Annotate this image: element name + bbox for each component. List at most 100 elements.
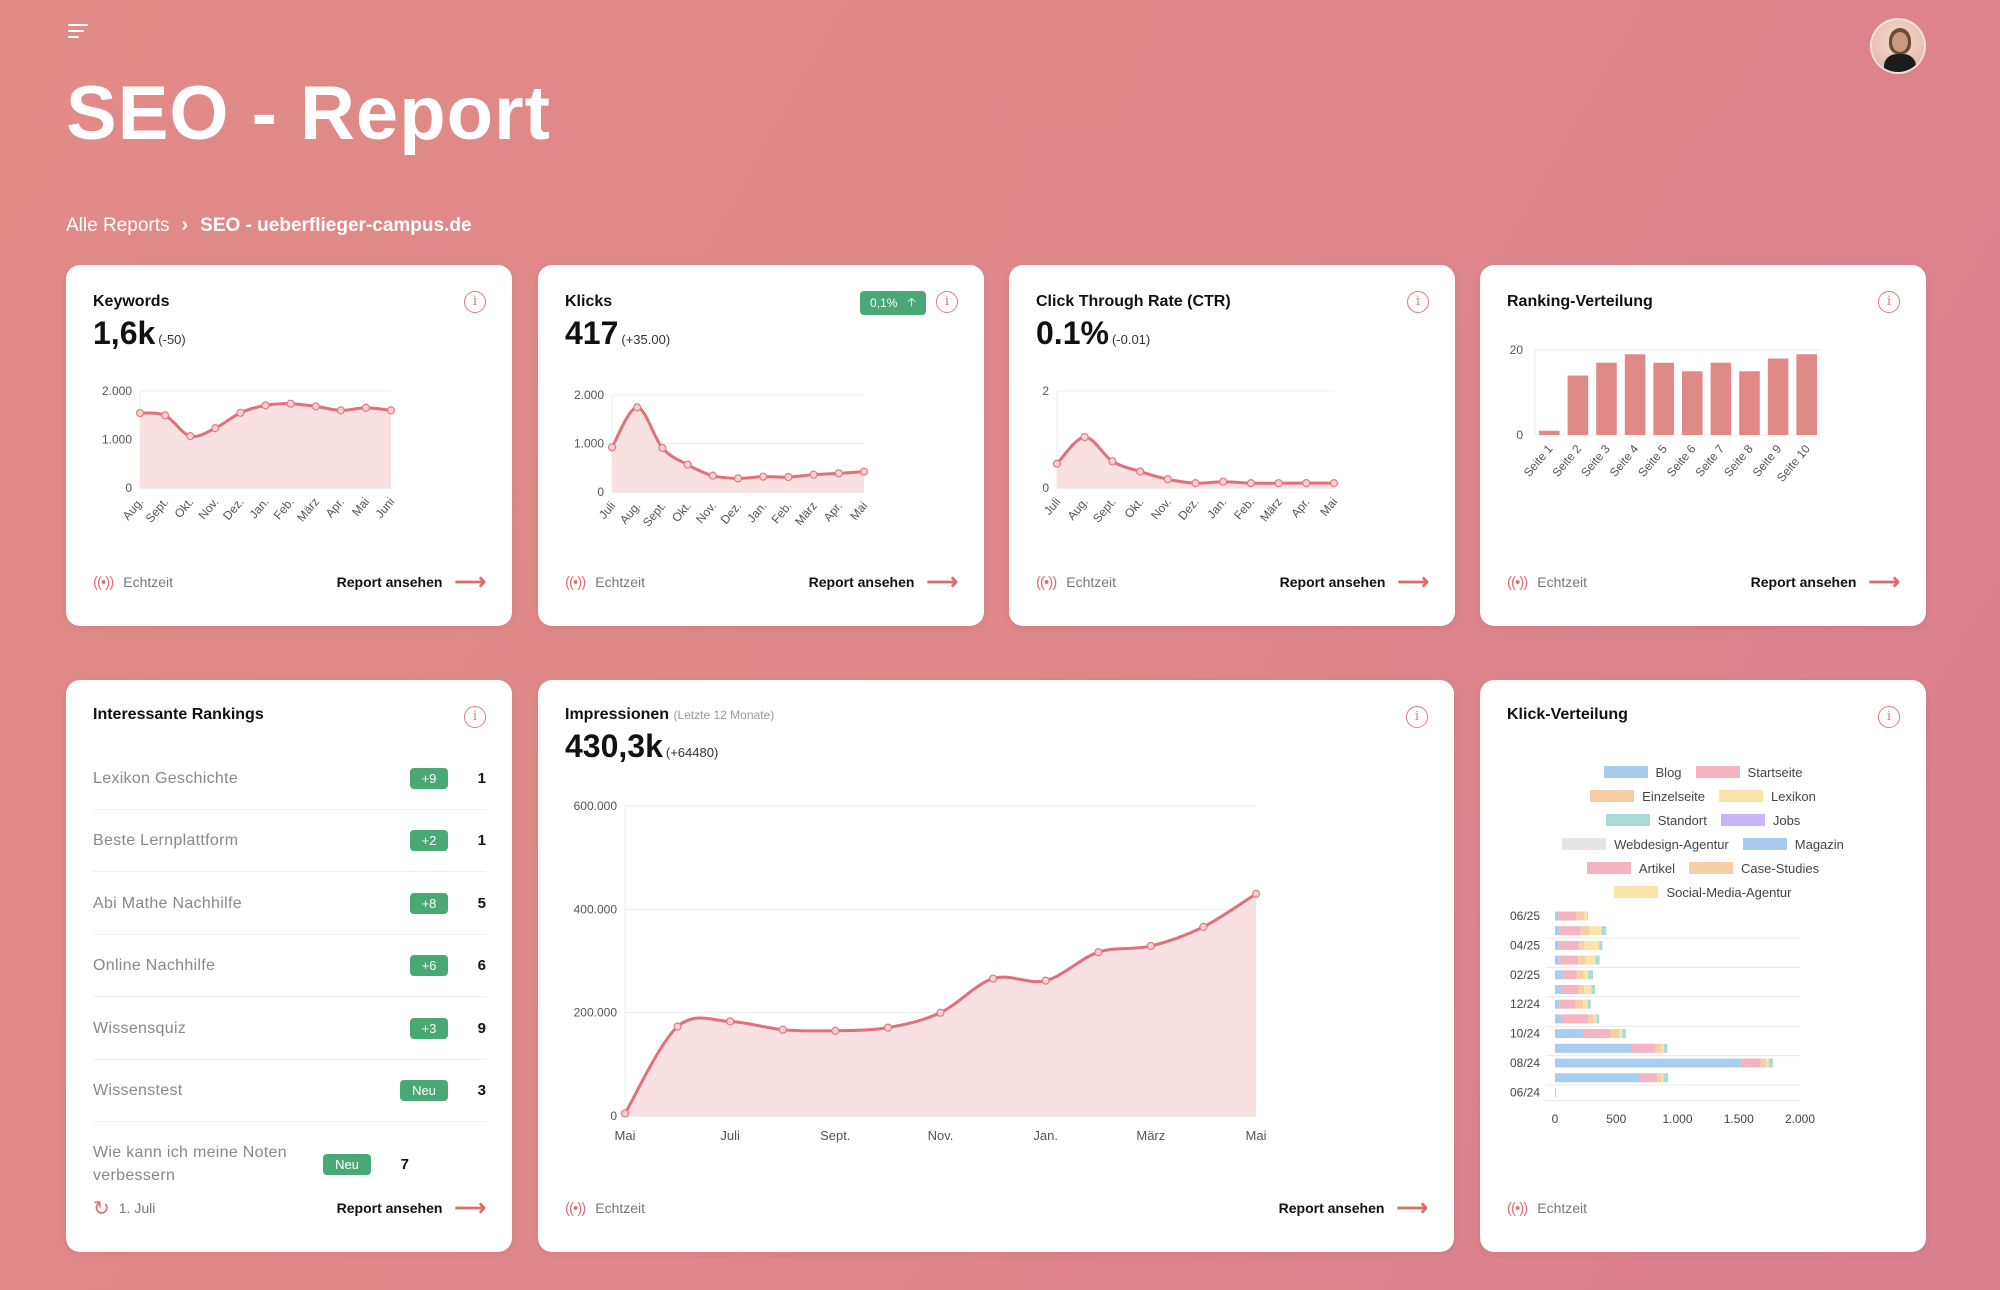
ranking-row[interactable]: Lexikon Geschichte +9 1 <box>93 748 486 810</box>
change-badge: +2 <box>410 830 448 851</box>
realtime-icon: ((•)) <box>1507 573 1528 591</box>
position: 7 <box>400 1155 409 1173</box>
legend-item[interactable]: Startseite <box>1695 765 1802 780</box>
ranking-distribution-card: 0 20 Seite 1 Seite 2 Seite 3 Seite 4 Seite 5 Se… <box>1480 265 1926 626</box>
legend-item[interactable]: Standort <box>1605 812 1707 828</box>
legend-item[interactable]: Magazin <box>1742 837 1844 852</box>
ranking-row[interactable]: Abi Mathe Nachhilfe +8 5 <box>93 872 486 935</box>
trend-value: 0,1% <box>870 296 898 310</box>
x-tick-label: Dez. <box>1175 495 1202 523</box>
report-link[interactable]: Report ansehen ⟶ <box>1279 1197 1428 1219</box>
x-tick-label: Apr. <box>1288 495 1312 520</box>
card-value: 1,6k (-50) <box>93 315 186 352</box>
x-tick-label: Jan. <box>1204 495 1229 521</box>
info-icon[interactable]: i <box>464 291 486 313</box>
data-point <box>633 403 642 412</box>
bar-segment <box>1587 999 1591 1009</box>
report-link[interactable]: Report ansehen ⟶ <box>1751 571 1900 593</box>
y-tick-label: 08/24 <box>1510 1056 1540 1070</box>
x-tick-label: März <box>1136 1128 1165 1143</box>
info-icon[interactable]: i <box>1406 706 1428 728</box>
report-link[interactable]: Report ansehen ⟶ <box>337 571 486 593</box>
bar-segment <box>1593 1014 1597 1024</box>
keyword: Wissensquiz <box>93 1019 187 1037</box>
info-icon[interactable]: i <box>464 706 486 728</box>
avatar[interactable] <box>1870 18 1926 74</box>
y-tick-label: 12/24 <box>1510 997 1540 1011</box>
legend-item[interactable]: Blog <box>1603 765 1682 780</box>
bar <box>1767 358 1789 435</box>
bar-segment <box>1555 970 1563 980</box>
klicks-card: 0 1.000 2.000 Juli Aug. Sept. Okt. Nov. Dez. Jan.… <box>538 265 984 626</box>
x-tick-label: Sept. <box>143 495 172 525</box>
menu-icon[interactable] <box>68 24 88 40</box>
data-point <box>286 399 295 408</box>
legend-item[interactable]: Case-Studies <box>1689 861 1819 876</box>
bar-segment <box>1595 955 1600 965</box>
arrow-right-icon: ⟶ <box>1396 1195 1428 1220</box>
x-tick-label: Aug. <box>120 495 147 523</box>
bar-segment <box>1578 985 1585 994</box>
data-point <box>336 406 345 415</box>
ranking-row[interactable]: Wie kann ich meine Noten verbessern Neu 7 <box>93 1122 486 1206</box>
bar-segment <box>1559 940 1579 950</box>
legend-item[interactable]: Artikel <box>1586 860 1676 876</box>
legend-label: Social-Media-Agentur <box>1666 884 1792 900</box>
legend-swatch <box>1719 790 1764 802</box>
ranking-row[interactable]: Beste Lernplattform +2 1 <box>93 810 486 872</box>
bar-segment <box>1578 955 1586 965</box>
y-tick-label: 04/25 <box>1510 938 1540 952</box>
info-icon[interactable]: i <box>1407 291 1429 313</box>
title: Impressionen <box>565 706 670 723</box>
area-fill <box>1057 437 1334 488</box>
legend-label: Artikel <box>1638 860 1676 876</box>
position: 3 <box>477 1082 486 1099</box>
area-fill <box>612 407 864 492</box>
data-point <box>361 403 370 412</box>
bar-segment <box>1584 940 1600 950</box>
breadcrumb-root[interactable]: Alle Reports <box>66 214 170 236</box>
value: 0.1% <box>1036 315 1109 351</box>
click-distribution-chart: 06/25 04/25 02/25 12/24 10/24 08/24 06/24 0 500 1… <box>1510 909 1815 1126</box>
arrow-right-icon: ⟶ <box>926 569 958 594</box>
change-badge: +9 <box>410 768 448 789</box>
bar-segment <box>1622 1029 1626 1039</box>
report-link[interactable]: Report ansehen ⟶ <box>809 571 958 593</box>
ranking-row[interactable]: Wissensquiz +3 9 <box>93 997 486 1060</box>
x-tick-label: Juli <box>596 499 618 522</box>
legend-item[interactable]: Einzelseite <box>1590 789 1705 804</box>
info-icon[interactable]: i <box>1878 291 1900 313</box>
bar-segment <box>1619 1029 1623 1039</box>
bar-segment <box>1561 985 1579 994</box>
realtime-label: Echtzeit <box>595 1200 646 1216</box>
x-tick-label: 0 <box>1552 1112 1559 1126</box>
x-tick-label: Feb. <box>769 499 795 526</box>
legend-label: Standort <box>1657 812 1707 828</box>
legend-item[interactable]: Social-Media-Agentur <box>1614 884 1792 900</box>
bar <box>1653 362 1674 435</box>
info-icon[interactable]: i <box>936 291 958 313</box>
realtime-label: Echtzeit <box>1066 574 1117 590</box>
ranking-row[interactable]: Wissenstest Neu 3 <box>93 1060 486 1122</box>
bar-segment <box>1555 1087 1556 1097</box>
legend-swatch <box>1562 838 1607 850</box>
report-link-label: Report ansehen <box>1279 574 1386 590</box>
keyword: Online Nachhilfe <box>93 957 216 974</box>
page-title: SEO - Report <box>66 71 551 156</box>
ranking-row[interactable]: Online Nachhilfe +6 6 <box>93 935 486 997</box>
bar-segment <box>1576 911 1585 921</box>
legend-item[interactable]: Webdesign-Agentur <box>1562 837 1729 852</box>
report-link[interactable]: Report ansehen ⟶ <box>337 1197 486 1219</box>
change-badge: Neu <box>323 1153 371 1175</box>
x-tick-label: März <box>294 495 322 524</box>
legend-item[interactable]: Lexikon <box>1719 789 1816 804</box>
info-icon[interactable]: i <box>1878 706 1900 728</box>
x-tick-label: Feb. <box>271 495 297 522</box>
data-point <box>186 432 195 441</box>
legend-item[interactable]: Jobs <box>1720 813 1800 828</box>
data-point <box>726 1017 735 1026</box>
data-point <box>386 406 396 415</box>
report-link[interactable]: Report ansehen ⟶ <box>1280 571 1429 593</box>
legend-swatch <box>1605 814 1650 826</box>
data-point <box>859 467 869 476</box>
